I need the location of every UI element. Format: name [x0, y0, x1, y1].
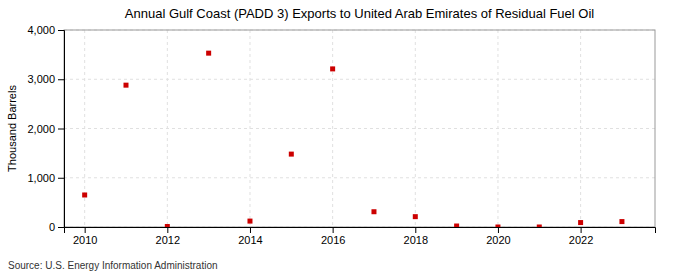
- tick-mark: [415, 227, 416, 233]
- tick-mark: [167, 227, 168, 233]
- tick-mark: [58, 30, 64, 31]
- point: [413, 214, 418, 219]
- tick-mark: [333, 227, 334, 233]
- tick-mark: [581, 227, 582, 233]
- point: [537, 225, 542, 228]
- tick-label: 2010: [73, 234, 97, 246]
- tick: 2014: [238, 227, 262, 246]
- tick: 3,000: [27, 73, 64, 85]
- tick-label: 2016: [321, 234, 345, 246]
- tick-mark: [85, 227, 86, 233]
- point: [619, 219, 624, 224]
- x-axis: 2010 2012 2014 2016 2018 2020 2022: [65, 227, 656, 246]
- chart: 2010 2012 2014 2016 2018 2020 2022 0 1,000 2,000 3…: [0, 0, 675, 275]
- tick-label: 4,000: [27, 24, 55, 36]
- tick: 2018: [404, 227, 428, 246]
- tick-mark: [250, 227, 251, 233]
- y-axis: 0 1,000 2,000 3,000 4,000: [27, 24, 64, 233]
- point: [206, 51, 211, 56]
- annotation: Source: U.S. Energy Information Administ…: [8, 260, 218, 271]
- tick: 2016: [321, 227, 345, 246]
- point: [495, 225, 500, 228]
- tick: 2020: [486, 227, 510, 246]
- grid-line: [64, 128, 655, 129]
- point: [247, 219, 252, 224]
- point: [371, 209, 376, 214]
- axis-line: [58, 31, 65, 228]
- point: [289, 152, 294, 157]
- tick-mark: [58, 129, 64, 130]
- grid-line: [332, 30, 333, 227]
- plot-frame: [64, 30, 655, 227]
- tick-mark: [58, 79, 64, 80]
- title: Annual Gulf Coast (PADD 3) Exports to Un…: [125, 6, 595, 21]
- tick: 2,000: [27, 123, 64, 135]
- tick-label: 0: [49, 221, 55, 233]
- tick-label: 2012: [156, 234, 180, 246]
- tick: 2012: [156, 227, 180, 246]
- grid-line: [64, 79, 655, 80]
- point: [330, 66, 335, 71]
- tick-label: 1,000: [27, 172, 55, 184]
- tick-mark: [58, 227, 64, 228]
- tick: 0: [49, 221, 64, 233]
- tick: 2022: [569, 227, 593, 246]
- tick: 4,000: [27, 24, 64, 36]
- tick-mark: [58, 178, 64, 179]
- tick-mark: [498, 227, 499, 233]
- plot: 2010 2012 2014 2016 2018 2020 2022 0 1,000 2,000 3…: [27, 24, 655, 246]
- tick-label: 2018: [404, 234, 428, 246]
- point: [454, 224, 459, 227]
- point: [165, 224, 170, 227]
- tick: 2010: [73, 227, 97, 246]
- tick-label: 2,000: [27, 123, 55, 135]
- grid: [64, 30, 655, 227]
- tick-label: 2022: [569, 234, 593, 246]
- tick-label: 2020: [486, 234, 510, 246]
- point: [578, 220, 583, 225]
- grid-line: [64, 177, 655, 178]
- tick: 1,000: [27, 172, 64, 184]
- tick-label: 2014: [238, 234, 262, 246]
- point: [82, 192, 87, 197]
- y-axis-title: Thousand Barrels: [6, 85, 18, 172]
- tick-label: 3,000: [27, 73, 55, 85]
- points: [82, 51, 624, 227]
- axis-line: [65, 228, 656, 234]
- point: [123, 83, 128, 88]
